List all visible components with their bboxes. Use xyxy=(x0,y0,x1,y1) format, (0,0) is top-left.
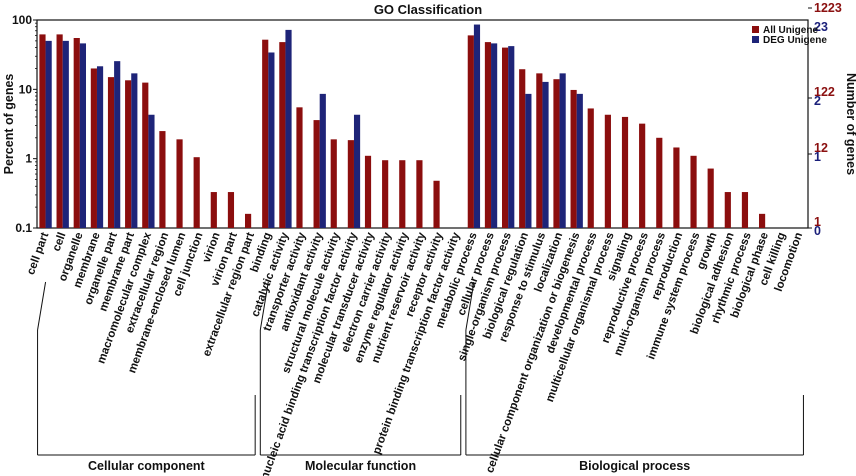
bar-deg-unigene xyxy=(353,114,361,228)
bar-deg-unigene xyxy=(559,73,566,228)
bar-all-unigene xyxy=(758,213,766,228)
bar-all-unigene xyxy=(227,192,235,228)
bar-deg-unigene xyxy=(542,81,549,228)
y2-tick-all: 12 xyxy=(814,141,828,155)
bar-all-unigene xyxy=(536,73,543,228)
bar-all-unigene xyxy=(347,140,354,228)
y2-tick-deg: 2 xyxy=(814,94,821,108)
bar-all-unigene xyxy=(570,89,577,229)
y2-tick-deg: 23 xyxy=(814,20,828,34)
bar-all-unigene xyxy=(621,116,629,228)
bar-all-unigene xyxy=(107,77,115,229)
bar-deg-unigene xyxy=(268,52,275,228)
bar-all-unigene xyxy=(244,213,252,228)
legend-label-all: All Unigene xyxy=(763,25,818,36)
bar-deg-unigene xyxy=(473,24,481,228)
y-tick-label: 0.1 xyxy=(15,221,32,235)
bar-all-unigene xyxy=(433,180,440,228)
bar-all-unigene xyxy=(39,34,46,228)
bar-all-unigene xyxy=(724,192,731,228)
group-brackets: Cellular component Molecular function Biol… xyxy=(37,281,804,473)
bar-deg-unigene xyxy=(62,40,69,228)
bar-all-unigene xyxy=(125,80,132,228)
legend: All Unigene DEG Unigene xyxy=(752,25,827,46)
bar-deg-unigene xyxy=(45,40,52,228)
group-label: Biological process xyxy=(579,459,690,473)
y2-axis-title: Number of genes xyxy=(844,73,856,175)
bar-all-unigene xyxy=(364,155,372,228)
bar-deg-unigene xyxy=(285,29,292,228)
bar-all-unigene xyxy=(193,157,200,228)
bar-all-unigene xyxy=(279,42,286,228)
y-tick-label: 10 xyxy=(19,82,33,96)
x-tick-label: cell xyxy=(51,231,69,253)
y2-tick-all: 1223 xyxy=(814,1,842,15)
bar-all-unigene xyxy=(56,34,63,228)
y2-tick-deg: 0 xyxy=(814,224,821,238)
bar-all-unigene xyxy=(587,108,594,228)
bar-all-unigene xyxy=(484,42,492,228)
bar-all-unigene xyxy=(142,82,149,228)
bar-all-unigene xyxy=(90,68,97,229)
bar-all-unigene xyxy=(639,123,646,228)
group-label: Cellular component xyxy=(88,459,206,473)
bar-deg-unigene xyxy=(148,114,155,228)
bar-all-unigene xyxy=(673,147,680,228)
y-axis-title: Percent of genes xyxy=(2,74,16,175)
group-label: Molecular function xyxy=(305,459,416,473)
bar-all-unigene xyxy=(176,139,183,228)
bar-all-unigene xyxy=(296,107,303,228)
group-bracket-diag xyxy=(259,281,269,331)
x-tick-label: cell part xyxy=(25,231,51,277)
category-labels: cell part cellorganellemembraneorganelle … xyxy=(25,230,805,476)
group-bracket-diag xyxy=(37,281,47,331)
legend-swatch-all xyxy=(752,26,759,33)
bar-deg-unigene xyxy=(114,61,121,229)
bar-all-unigene xyxy=(159,131,166,228)
bar-deg-unigene xyxy=(525,93,532,228)
bar-all-unigene xyxy=(73,38,80,228)
bar-all-unigene xyxy=(262,39,269,229)
y2-tick-all: 122 xyxy=(814,85,835,99)
bar-all-unigene xyxy=(604,114,611,228)
bar-all-unigene xyxy=(656,137,663,228)
y-tick-label: 100 xyxy=(12,13,32,27)
legend-swatch-deg xyxy=(752,36,759,43)
bar-all-unigene xyxy=(519,69,526,228)
chart-title: GO Classification xyxy=(374,2,482,17)
bar-deg-unigene xyxy=(131,73,138,228)
bar-all-unigene xyxy=(501,47,509,228)
bars xyxy=(39,24,766,229)
bar-all-unigene xyxy=(416,160,423,228)
bar-deg-unigene xyxy=(319,93,326,228)
bar-all-unigene xyxy=(330,139,337,228)
bar-all-unigene xyxy=(707,168,714,228)
bar-all-unigene xyxy=(313,120,320,228)
y-tick-label: 1 xyxy=(25,152,32,166)
bar-all-unigene xyxy=(399,160,406,228)
bar-all-unigene xyxy=(210,192,217,228)
y2-tick-all: 1 xyxy=(814,215,821,229)
bar-all-unigene xyxy=(741,192,749,228)
bar-deg-unigene xyxy=(576,93,583,228)
bar-deg-unigene xyxy=(508,46,515,228)
bar-all-unigene xyxy=(382,160,389,228)
bar-all-unigene xyxy=(690,155,697,228)
group-bracket-diag xyxy=(465,281,475,331)
y2-tick-deg: 1 xyxy=(814,150,821,164)
bar-deg-unigene xyxy=(79,43,87,228)
bar-all-unigene xyxy=(553,79,560,229)
bar-all-unigene xyxy=(467,35,474,228)
bar-deg-unigene xyxy=(96,66,104,228)
bar-deg-unigene xyxy=(491,43,498,228)
legend-label-deg: DEG Unigene xyxy=(763,35,827,46)
